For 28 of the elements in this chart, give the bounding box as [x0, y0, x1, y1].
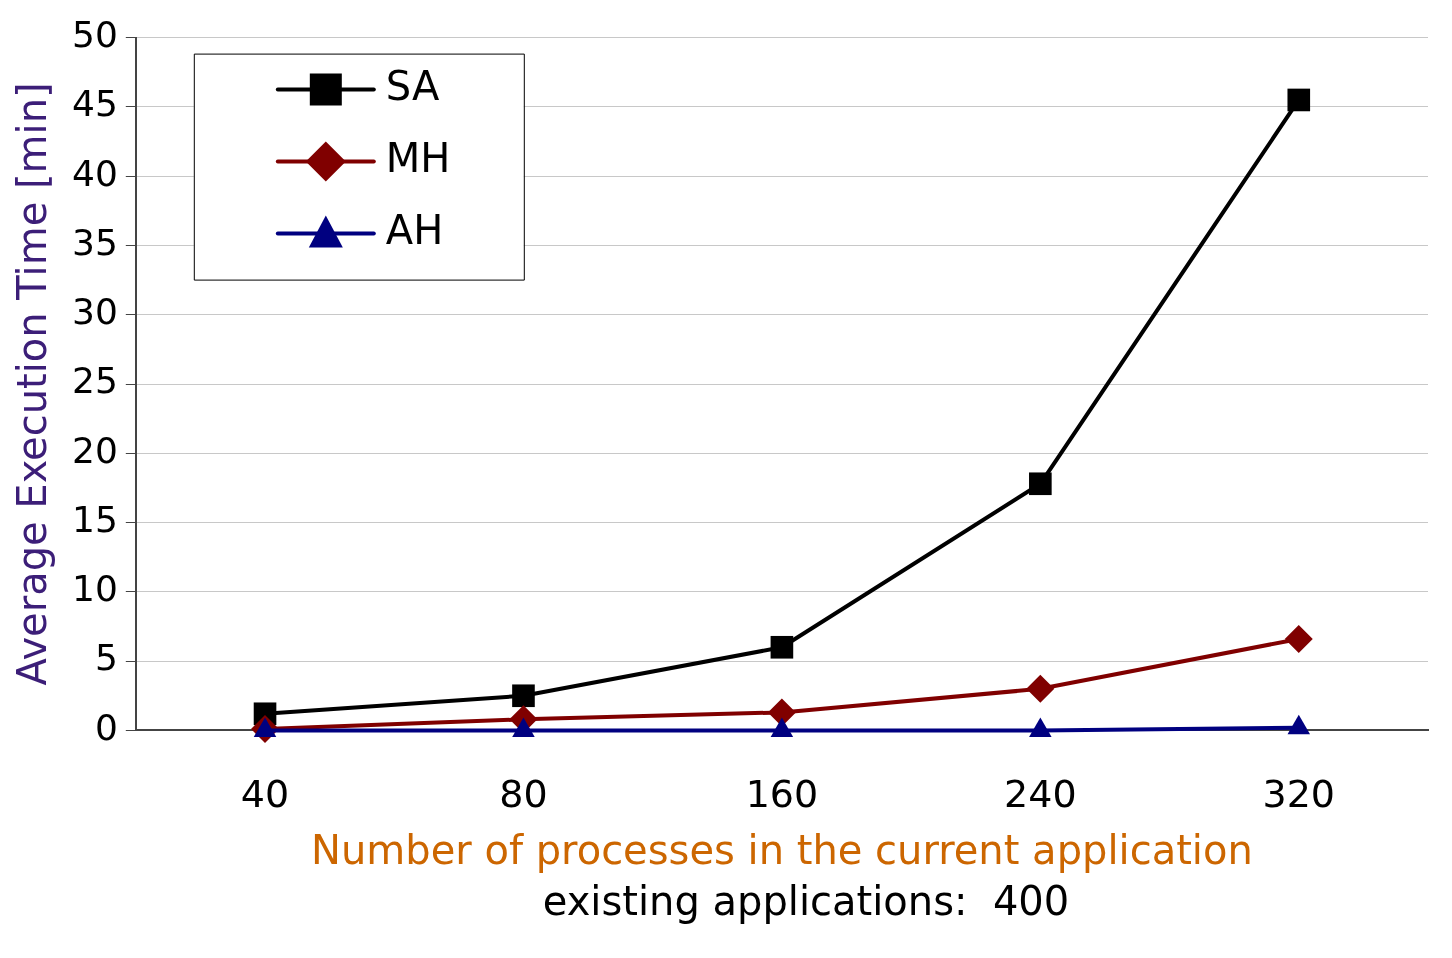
y-tick-label: 20: [72, 429, 118, 471]
x-axis-title: Number of processes in the current application: [311, 827, 1253, 874]
point: [1029, 472, 1052, 496]
point: [770, 635, 794, 659]
x-tick-label: 40: [240, 772, 290, 817]
y-tick-label: 35: [72, 221, 118, 263]
x-tick-label: 80: [499, 772, 548, 817]
y-tick-label: 0: [94, 706, 118, 748]
point: [1287, 88, 1311, 112]
x-tick-label: 160: [745, 772, 819, 817]
y-axis-title: Average Execution Time [min]: [9, 82, 56, 686]
y-tick-label: 5: [94, 637, 118, 679]
x-tick-label: 240: [1004, 772, 1077, 817]
text: existing applications: 400: [541, 878, 1071, 924]
legend-label: SA: [385, 62, 440, 109]
y-tick-label: 40: [72, 152, 118, 194]
point: [512, 684, 535, 708]
point: [1026, 674, 1055, 703]
x-tick-label: 320: [1262, 772, 1336, 817]
y-tick-label: 25: [72, 360, 118, 402]
legend-label: AH: [385, 206, 444, 253]
legend-label: MH: [385, 134, 451, 181]
y-tick-label: 15: [72, 498, 118, 540]
y-tick-label: 45: [72, 83, 118, 125]
y-tick-label: 30: [72, 291, 118, 333]
y-tick-label: 10: [72, 568, 118, 610]
point: [1284, 624, 1313, 653]
y-tick-label: 50: [72, 13, 118, 55]
